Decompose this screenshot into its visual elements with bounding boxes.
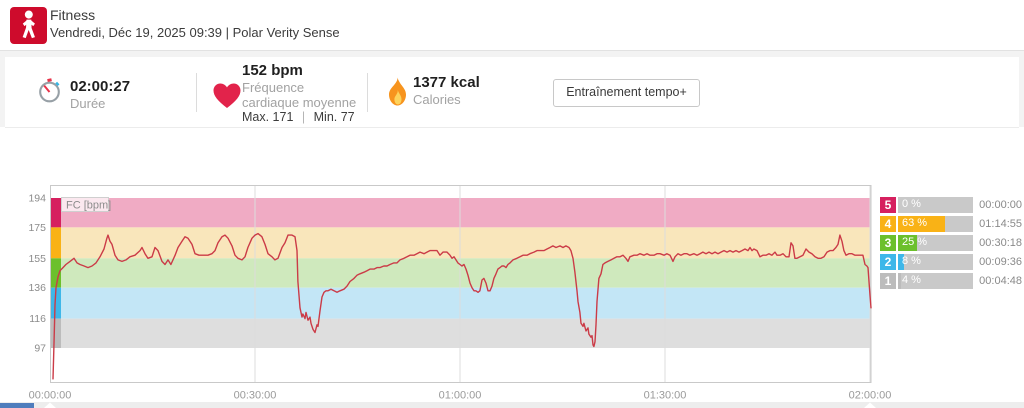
hr-zone-axis-bar-1 [51, 318, 61, 348]
x-tick-02:00:00: 02:00:00 [849, 390, 892, 402]
zone-number-badge-4: 4 [880, 216, 896, 232]
zone-time-1: 00:04:48 [979, 275, 1022, 287]
hr-zone-legend: 5 0 % 00:00:00 4 63 % 01:14:55 3 25 % 00:30:18 2 8… [880, 197, 1022, 292]
stopwatch-icon [36, 77, 63, 109]
chart-frame [50, 185, 872, 383]
zone-percent-label-2: 8 % [902, 255, 921, 267]
zone-percent-label-3: 25 % [902, 236, 928, 248]
duration-value: 02:00:27 [70, 78, 131, 95]
hr-zone-axis-bar-5 [51, 198, 61, 228]
summary-bar: 02:00:27 Durée 152 bpm Fréquence cardiaq… [5, 57, 1019, 128]
zone-number-badge-5: 5 [880, 197, 896, 213]
zone-row-5[interactable]: 5 0 % 00:00:00 [880, 197, 1022, 213]
stat-divider [196, 73, 197, 112]
zone-time-4: 01:14:55 [979, 218, 1022, 230]
calories-value: 1377 kcal [413, 74, 480, 91]
x-tick-01:30:00: 01:30:00 [644, 390, 687, 402]
calories-label: Calories [413, 92, 461, 107]
zone-time-5: 00:00:00 [979, 199, 1022, 211]
hr-zone-band-3 [61, 258, 871, 288]
zone-row-1[interactable]: 1 4 % 00:04:48 [880, 273, 1022, 289]
y-tick-136: 136 [28, 282, 46, 294]
hr-label-2: cardiaque moyenne [242, 95, 357, 110]
x-tick-00:00:00: 00:00:00 [29, 390, 72, 402]
hr-max: Max. 171 [242, 110, 294, 124]
hr-maxmin-separator: | [301, 110, 306, 124]
zone-percent-label-5: 0 % [902, 198, 921, 210]
zone-percent-label-1: 4 % [902, 274, 921, 286]
timeline-track[interactable] [0, 402, 1024, 408]
zone-percent-fill-3 [898, 235, 917, 251]
zone-percent-bar-4: 63 % [898, 216, 973, 232]
timeline-strip [0, 402, 1024, 408]
header-gap [0, 51, 1024, 57]
zone-time-3: 00:30:18 [979, 237, 1022, 249]
x-tick-00:30:00: 00:30:00 [234, 390, 277, 402]
x-tick-01:00:00: 01:00:00 [439, 390, 482, 402]
y-tick-97: 97 [34, 343, 46, 355]
hr-min: Min. 77 [313, 110, 355, 124]
hr-avg-value: 152 bpm [242, 62, 303, 79]
zone-percent-bar-1: 4 % [898, 273, 973, 289]
zone-number-badge-1: 1 [880, 273, 896, 289]
hr-label-1: Fréquence [242, 80, 305, 95]
zone-number-badge-2: 2 [880, 254, 896, 270]
stats-left-margin [0, 57, 5, 127]
hr-zone-band-2 [61, 287, 871, 319]
heart-rate-line [52, 232, 872, 380]
zone-percent-label-4: 63 % [902, 217, 928, 229]
zone-number-badge-3: 3 [880, 235, 896, 251]
heart-rate-chart[interactable]: 194 175 155 136 116 97 00:00:00 00:30:00 01:00:0… [0, 150, 1024, 408]
zone-percent-fill-4 [898, 216, 946, 232]
y-tick-155: 155 [28, 253, 46, 265]
zone-time-2: 00:09:36 [979, 256, 1022, 268]
hr-zone-band-5 [61, 198, 871, 228]
heart-icon [212, 82, 242, 114]
range-handle-left[interactable] [44, 402, 56, 408]
zone-percent-fill-2 [898, 254, 904, 270]
svg-text:FC [bpm]: FC [bpm] [66, 200, 111, 212]
y-tick-194: 194 [28, 193, 46, 205]
zone-percent-bar-3: 25 % [898, 235, 973, 251]
hr-zone-axis-bar-2 [51, 287, 61, 319]
hr-max-min: Max. 171 | Min. 77 [242, 110, 355, 124]
session-subtitle: Vendredi, Déc 19, 2025 09:39 | Polar Ver… [50, 25, 340, 40]
chart-series-legend: FC [bpm] [61, 197, 111, 212]
y-tick-116: 116 [29, 313, 46, 325]
stats-right-margin [1019, 57, 1024, 127]
zone-percent-bar-5: 0 % [898, 197, 973, 213]
training-benefit-button[interactable]: Entraînement tempo+ [553, 79, 700, 107]
page-title: Fitness [50, 7, 96, 23]
sport-fitness-icon [10, 7, 47, 44]
zone-percent-fill-1 [898, 273, 901, 289]
zone-row-4[interactable]: 4 63 % 01:14:55 [880, 216, 1022, 232]
hr-zone-axis-bar-3 [51, 258, 61, 288]
hr-zone-band-4 [61, 227, 871, 259]
stat-divider [367, 73, 368, 112]
hr-zone-band-1 [61, 318, 871, 348]
flame-icon [386, 77, 409, 112]
zone-percent-bar-2: 8 % [898, 254, 973, 270]
hr-zone-axis-bar-4 [51, 227, 61, 259]
zone-row-2[interactable]: 2 8 % 00:09:36 [880, 254, 1022, 270]
timeline-scroll-thumb[interactable] [0, 403, 34, 408]
duration-label: Durée [70, 96, 106, 111]
header-bar: Fitness Vendredi, Déc 19, 2025 09:39 | P… [0, 0, 1024, 51]
zone-row-3[interactable]: 3 25 % 00:30:18 [880, 235, 1022, 251]
y-tick-175: 175 [28, 222, 46, 234]
range-handle-right[interactable] [864, 402, 876, 408]
